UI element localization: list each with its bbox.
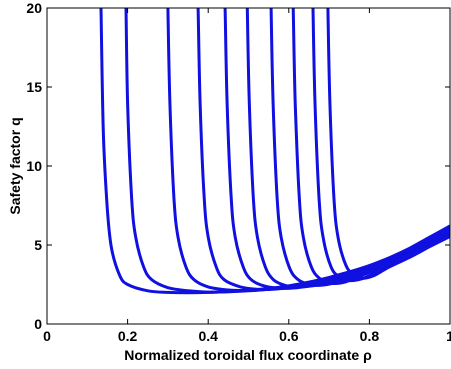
plot-lines-group <box>99 8 450 295</box>
y-tick-label: 5 <box>34 237 42 253</box>
y-tick-label: 20 <box>26 0 42 16</box>
x-axis-title: Normalized toroidal flux coordinate ρ <box>124 347 372 363</box>
y-tick-label: 10 <box>26 158 42 174</box>
x-tick-label: 0.6 <box>279 328 299 344</box>
x-tick-label: 1 <box>446 328 451 344</box>
x-tick-label: 0 <box>43 328 51 344</box>
q-profile-line-10 <box>326 8 450 280</box>
y-axis-title: Safety factor q <box>7 117 23 214</box>
x-tick-label: 0.2 <box>118 328 138 344</box>
x-tick-label: 0.4 <box>198 328 218 344</box>
x-tick-label: 0.8 <box>360 328 380 344</box>
y-tick-label: 0 <box>34 316 42 332</box>
y-tick-label: 15 <box>26 79 42 95</box>
